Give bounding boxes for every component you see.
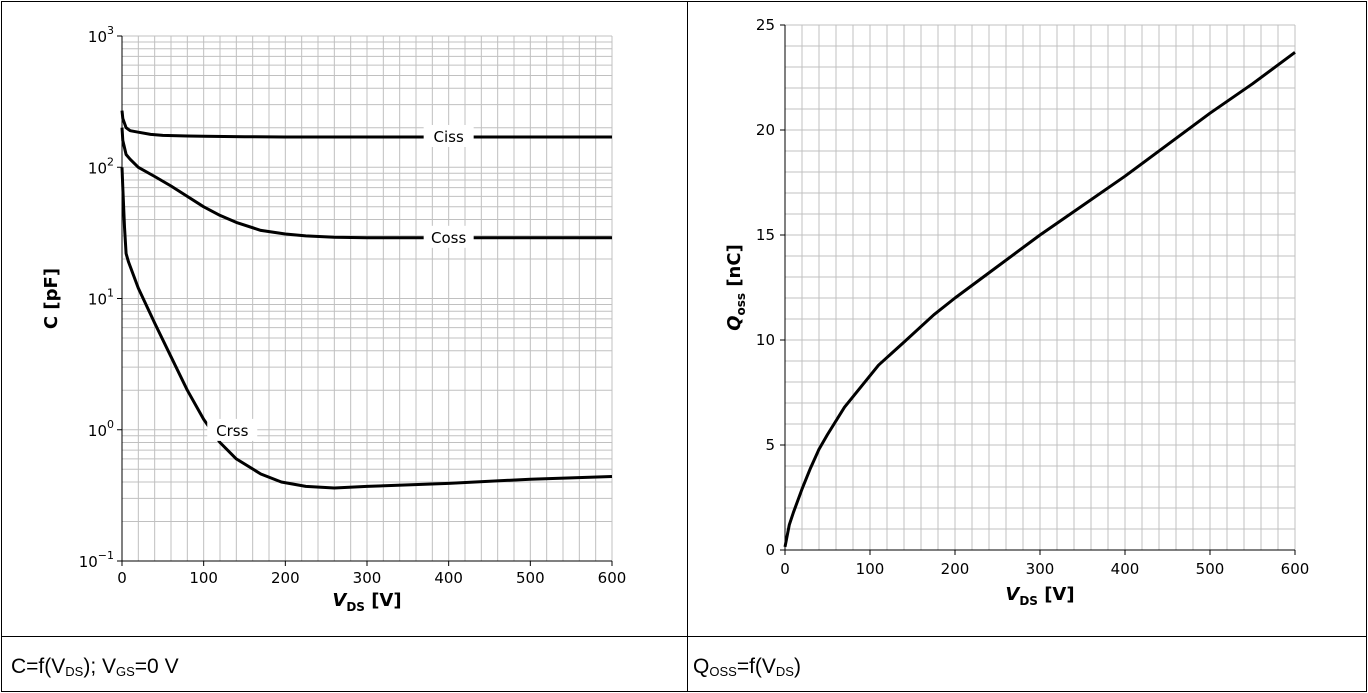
- series-label-background: [207, 418, 258, 441]
- series-label-crss: Crss: [216, 422, 248, 440]
- series-line-coss: [120, 127, 612, 240]
- caption-capacitance: C=f(VDS); VGS=0 V: [11, 655, 179, 679]
- y-tick-label: 101: [88, 287, 114, 309]
- y-tick-label: 103: [88, 24, 114, 46]
- x-tick-label: 0: [117, 569, 127, 587]
- x-tick-label: 500: [1196, 560, 1225, 578]
- x-tick-label: 600: [1281, 560, 1310, 578]
- y-tick-label: 10−1: [79, 549, 114, 571]
- x-axis-label: VDS [V]: [332, 590, 401, 614]
- table-border-right: [1366, 1, 1367, 692]
- y-tick-label: 100: [88, 418, 114, 440]
- y-tick-label: 20: [756, 121, 775, 139]
- x-tick-label: 200: [271, 569, 300, 587]
- series-label-coss: Coss: [431, 229, 466, 247]
- x-tick-label: 500: [516, 569, 545, 587]
- x-axis-label: VDS [V]: [1005, 584, 1074, 608]
- x-tick-label: 300: [1026, 560, 1055, 578]
- y-axis-label: C [pF]: [41, 268, 62, 329]
- x-tick-label: 300: [353, 569, 382, 587]
- table-border-left: [1, 1, 2, 692]
- series-label-background: [423, 225, 474, 248]
- series-line-qoss: [783, 51, 1296, 548]
- y-tick-label: 10: [756, 331, 775, 349]
- capacitance-chart: 0 100 200 300 400 500 600 10−1 100 101 102 103 VDS […: [41, 24, 627, 614]
- series-line-ciss: [120, 110, 612, 139]
- y-tick-label: 102: [88, 155, 114, 177]
- x-tick-label: 400: [434, 569, 463, 587]
- x-tick-label: 100: [856, 560, 885, 578]
- x-tick-label: 0: [780, 560, 790, 578]
- y-tick-label: 5: [765, 436, 775, 454]
- table-border-bottom: [1, 691, 1367, 692]
- table-border-top: [1, 1, 1367, 2]
- caption-output-charge: QOSS=f(VDS): [693, 655, 801, 679]
- y-tick-label: 15: [756, 226, 775, 244]
- series-label-ciss: Ciss: [434, 128, 464, 146]
- table-border-center: [687, 1, 688, 692]
- x-tick-label: 200: [941, 560, 970, 578]
- output-charge-chart: 0 100 200 300 400 500 600 0 5 10 15 20 25 VDS [V] Qoss…: [724, 16, 1310, 608]
- y-tick-label: 25: [756, 16, 775, 34]
- table-border-middle: [1, 636, 1367, 637]
- y-tick-label: 0: [765, 541, 775, 559]
- x-tick-label: 100: [189, 569, 218, 587]
- x-tick-label: 600: [598, 569, 627, 587]
- series-label-background: [423, 125, 474, 148]
- x-tick-label: 400: [1111, 560, 1140, 578]
- y-axis-label: Qoss [nC]: [724, 244, 748, 331]
